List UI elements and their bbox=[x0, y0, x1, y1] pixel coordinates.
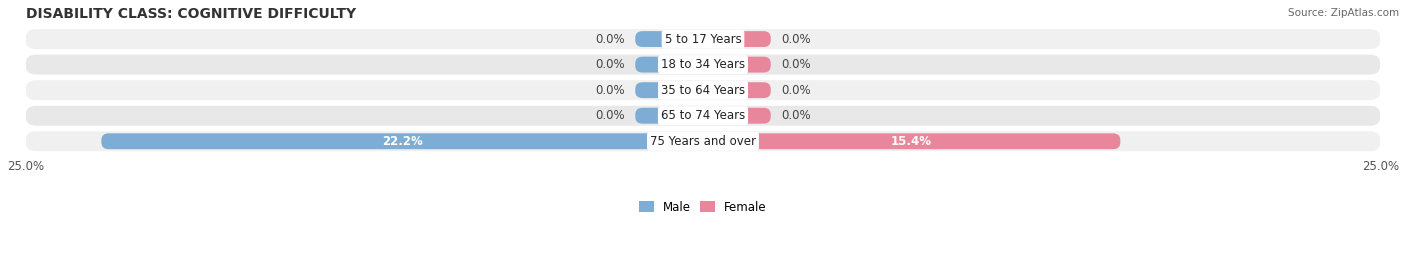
FancyBboxPatch shape bbox=[25, 55, 1381, 75]
Text: 0.0%: 0.0% bbox=[782, 84, 811, 97]
FancyBboxPatch shape bbox=[636, 57, 703, 73]
FancyBboxPatch shape bbox=[636, 108, 703, 124]
Text: 75 Years and over: 75 Years and over bbox=[650, 135, 756, 148]
FancyBboxPatch shape bbox=[101, 133, 703, 149]
Legend: Male, Female: Male, Female bbox=[634, 196, 772, 218]
Text: 65 to 74 Years: 65 to 74 Years bbox=[661, 109, 745, 122]
Text: 0.0%: 0.0% bbox=[595, 58, 624, 71]
FancyBboxPatch shape bbox=[703, 133, 1121, 149]
FancyBboxPatch shape bbox=[703, 57, 770, 73]
FancyBboxPatch shape bbox=[703, 82, 770, 98]
FancyBboxPatch shape bbox=[25, 80, 1381, 100]
FancyBboxPatch shape bbox=[703, 108, 770, 124]
Text: 0.0%: 0.0% bbox=[782, 33, 811, 45]
Text: 18 to 34 Years: 18 to 34 Years bbox=[661, 58, 745, 71]
Text: Source: ZipAtlas.com: Source: ZipAtlas.com bbox=[1288, 8, 1399, 18]
FancyBboxPatch shape bbox=[25, 131, 1381, 151]
FancyBboxPatch shape bbox=[25, 106, 1381, 126]
Text: 35 to 64 Years: 35 to 64 Years bbox=[661, 84, 745, 97]
Text: 0.0%: 0.0% bbox=[595, 109, 624, 122]
FancyBboxPatch shape bbox=[25, 29, 1381, 49]
Text: 0.0%: 0.0% bbox=[782, 58, 811, 71]
FancyBboxPatch shape bbox=[703, 31, 770, 47]
Text: 0.0%: 0.0% bbox=[595, 33, 624, 45]
Text: DISABILITY CLASS: COGNITIVE DIFFICULTY: DISABILITY CLASS: COGNITIVE DIFFICULTY bbox=[25, 7, 356, 21]
Text: 5 to 17 Years: 5 to 17 Years bbox=[665, 33, 741, 45]
FancyBboxPatch shape bbox=[636, 31, 703, 47]
Text: 22.2%: 22.2% bbox=[382, 135, 423, 148]
FancyBboxPatch shape bbox=[636, 82, 703, 98]
Text: 0.0%: 0.0% bbox=[782, 109, 811, 122]
Text: 15.4%: 15.4% bbox=[891, 135, 932, 148]
Text: 0.0%: 0.0% bbox=[595, 84, 624, 97]
